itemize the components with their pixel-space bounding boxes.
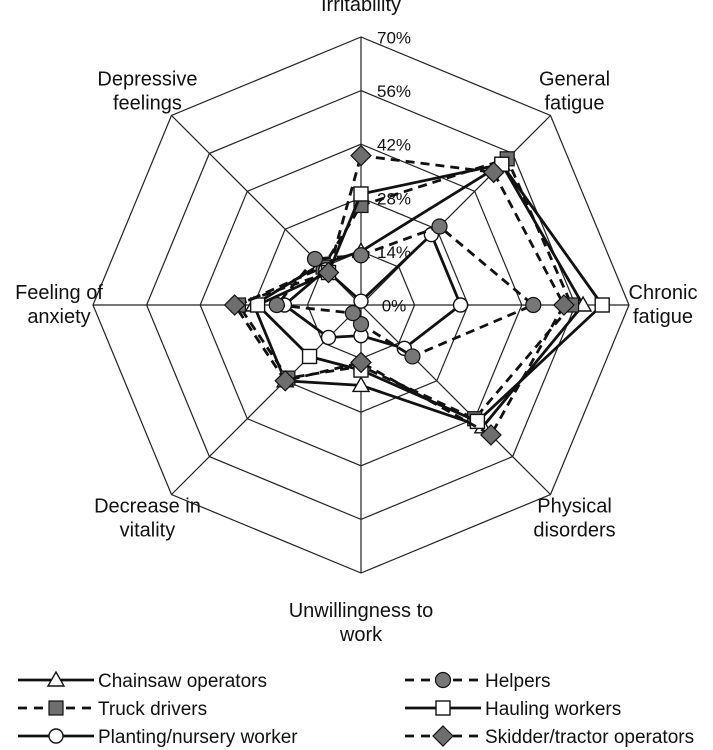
axis-labels: IrritabilityGeneralfatigueChronicfatigue… bbox=[15, 0, 697, 646]
series-3 bbox=[268, 218, 542, 365]
data-point-3-4 bbox=[352, 316, 370, 333]
series-5 bbox=[223, 144, 575, 446]
axis-label-7-0: Depressive bbox=[97, 68, 197, 90]
legend-marker-2 bbox=[48, 728, 64, 744]
data-point-4-6 bbox=[249, 297, 266, 313]
series bbox=[223, 144, 610, 446]
series-2 bbox=[276, 226, 469, 357]
axis-label-2-0: Chronic bbox=[629, 282, 698, 304]
data-point-5-2 bbox=[553, 294, 575, 316]
legend: Chainsaw operators Truck drivers Planting/… bbox=[18, 670, 694, 748]
data-point-0-4 bbox=[351, 375, 371, 393]
series-line-2 bbox=[282, 232, 463, 350]
data-point-4-2 bbox=[594, 297, 610, 313]
legend-item-5: Skidder/tractor operators bbox=[405, 725, 694, 748]
legend-marker-3 bbox=[434, 671, 452, 689]
data-point-5-3 bbox=[480, 424, 502, 446]
axis-label-5-0: Decrease in bbox=[94, 496, 201, 518]
data-point-2-0 bbox=[353, 293, 369, 309]
legend-item-2: Planting/nursery worker bbox=[18, 727, 298, 748]
axis-line-3 bbox=[360, 304, 551, 495]
tick-label-4: 56% bbox=[377, 82, 411, 101]
data-point-3-2 bbox=[525, 296, 542, 314]
legend-item-4: Hauling workers bbox=[405, 699, 621, 720]
data-point-4-3 bbox=[469, 413, 486, 430]
data-point-5-7 bbox=[317, 261, 340, 284]
tick-label-5: 70% bbox=[377, 28, 411, 47]
axis-label-1-1: fatigue bbox=[545, 92, 605, 114]
data-point-3-0 bbox=[352, 247, 370, 264]
axis-label-5-1: vitality bbox=[120, 520, 176, 542]
tick-label-2: 28% bbox=[377, 189, 411, 208]
tick-labels: 0% 14% 28% 42% 56% 70% bbox=[377, 28, 411, 315]
axis-label-6-1: anxiety bbox=[27, 306, 90, 328]
axis-label-4-0: Unwillingness to bbox=[289, 600, 434, 622]
series-4 bbox=[249, 156, 610, 430]
legend-marker-1 bbox=[48, 700, 64, 716]
axis-label-4-1: work bbox=[339, 624, 383, 646]
data-point-5-1 bbox=[482, 161, 505, 184]
legend-label-5: Skidder/tractor operators bbox=[485, 727, 694, 748]
data-point-3-5 bbox=[344, 305, 361, 322]
legend-item-0: Chainsaw operators bbox=[18, 670, 267, 692]
data-point-2-5 bbox=[320, 329, 337, 346]
legend-label-2: Planting/nursery worker bbox=[98, 727, 298, 748]
legend-label-3: Helpers bbox=[485, 671, 550, 692]
data-point-3-3 bbox=[404, 348, 421, 365]
legend-label-0: Chainsaw operators bbox=[98, 671, 267, 692]
axis-label-1-0: General bbox=[539, 68, 610, 90]
axis-label-0-0: Irritability bbox=[321, 0, 401, 16]
axis-label-7-1: feelings bbox=[113, 92, 182, 114]
tick-label-1: 14% bbox=[377, 243, 411, 262]
legend-marker-0 bbox=[46, 670, 66, 687]
data-point-3-1 bbox=[431, 218, 448, 235]
data-point-5-0 bbox=[350, 144, 372, 167]
axis-line-1 bbox=[360, 115, 551, 306]
data-point-4-0 bbox=[353, 186, 369, 202]
data-point-4-5 bbox=[301, 348, 318, 365]
legend-marker-4 bbox=[435, 700, 451, 716]
data-point-3-7 bbox=[306, 250, 324, 268]
tick-label-3: 42% bbox=[377, 136, 411, 155]
axis-label-3-0: Physical bbox=[537, 496, 611, 518]
axis-label-2-1: fatigue bbox=[633, 306, 693, 328]
legend-item-1: Truck drivers bbox=[18, 699, 207, 720]
legend-marker-5 bbox=[432, 725, 454, 747]
axis-label-3-1: disorders bbox=[533, 520, 615, 542]
data-point-5-5 bbox=[274, 369, 297, 392]
legend-item-3: Helpers bbox=[405, 671, 550, 692]
data-point-5-4 bbox=[350, 351, 372, 374]
data-point-5-6 bbox=[223, 294, 246, 316]
legend-label-1: Truck drivers bbox=[98, 699, 207, 720]
legend-label-4: Hauling workers bbox=[485, 699, 621, 720]
series-line-5 bbox=[232, 154, 566, 437]
data-point-2-2 bbox=[452, 297, 469, 313]
axis-label-6-0: Feeling of bbox=[15, 282, 103, 304]
tick-label-0: 0% bbox=[382, 296, 407, 315]
